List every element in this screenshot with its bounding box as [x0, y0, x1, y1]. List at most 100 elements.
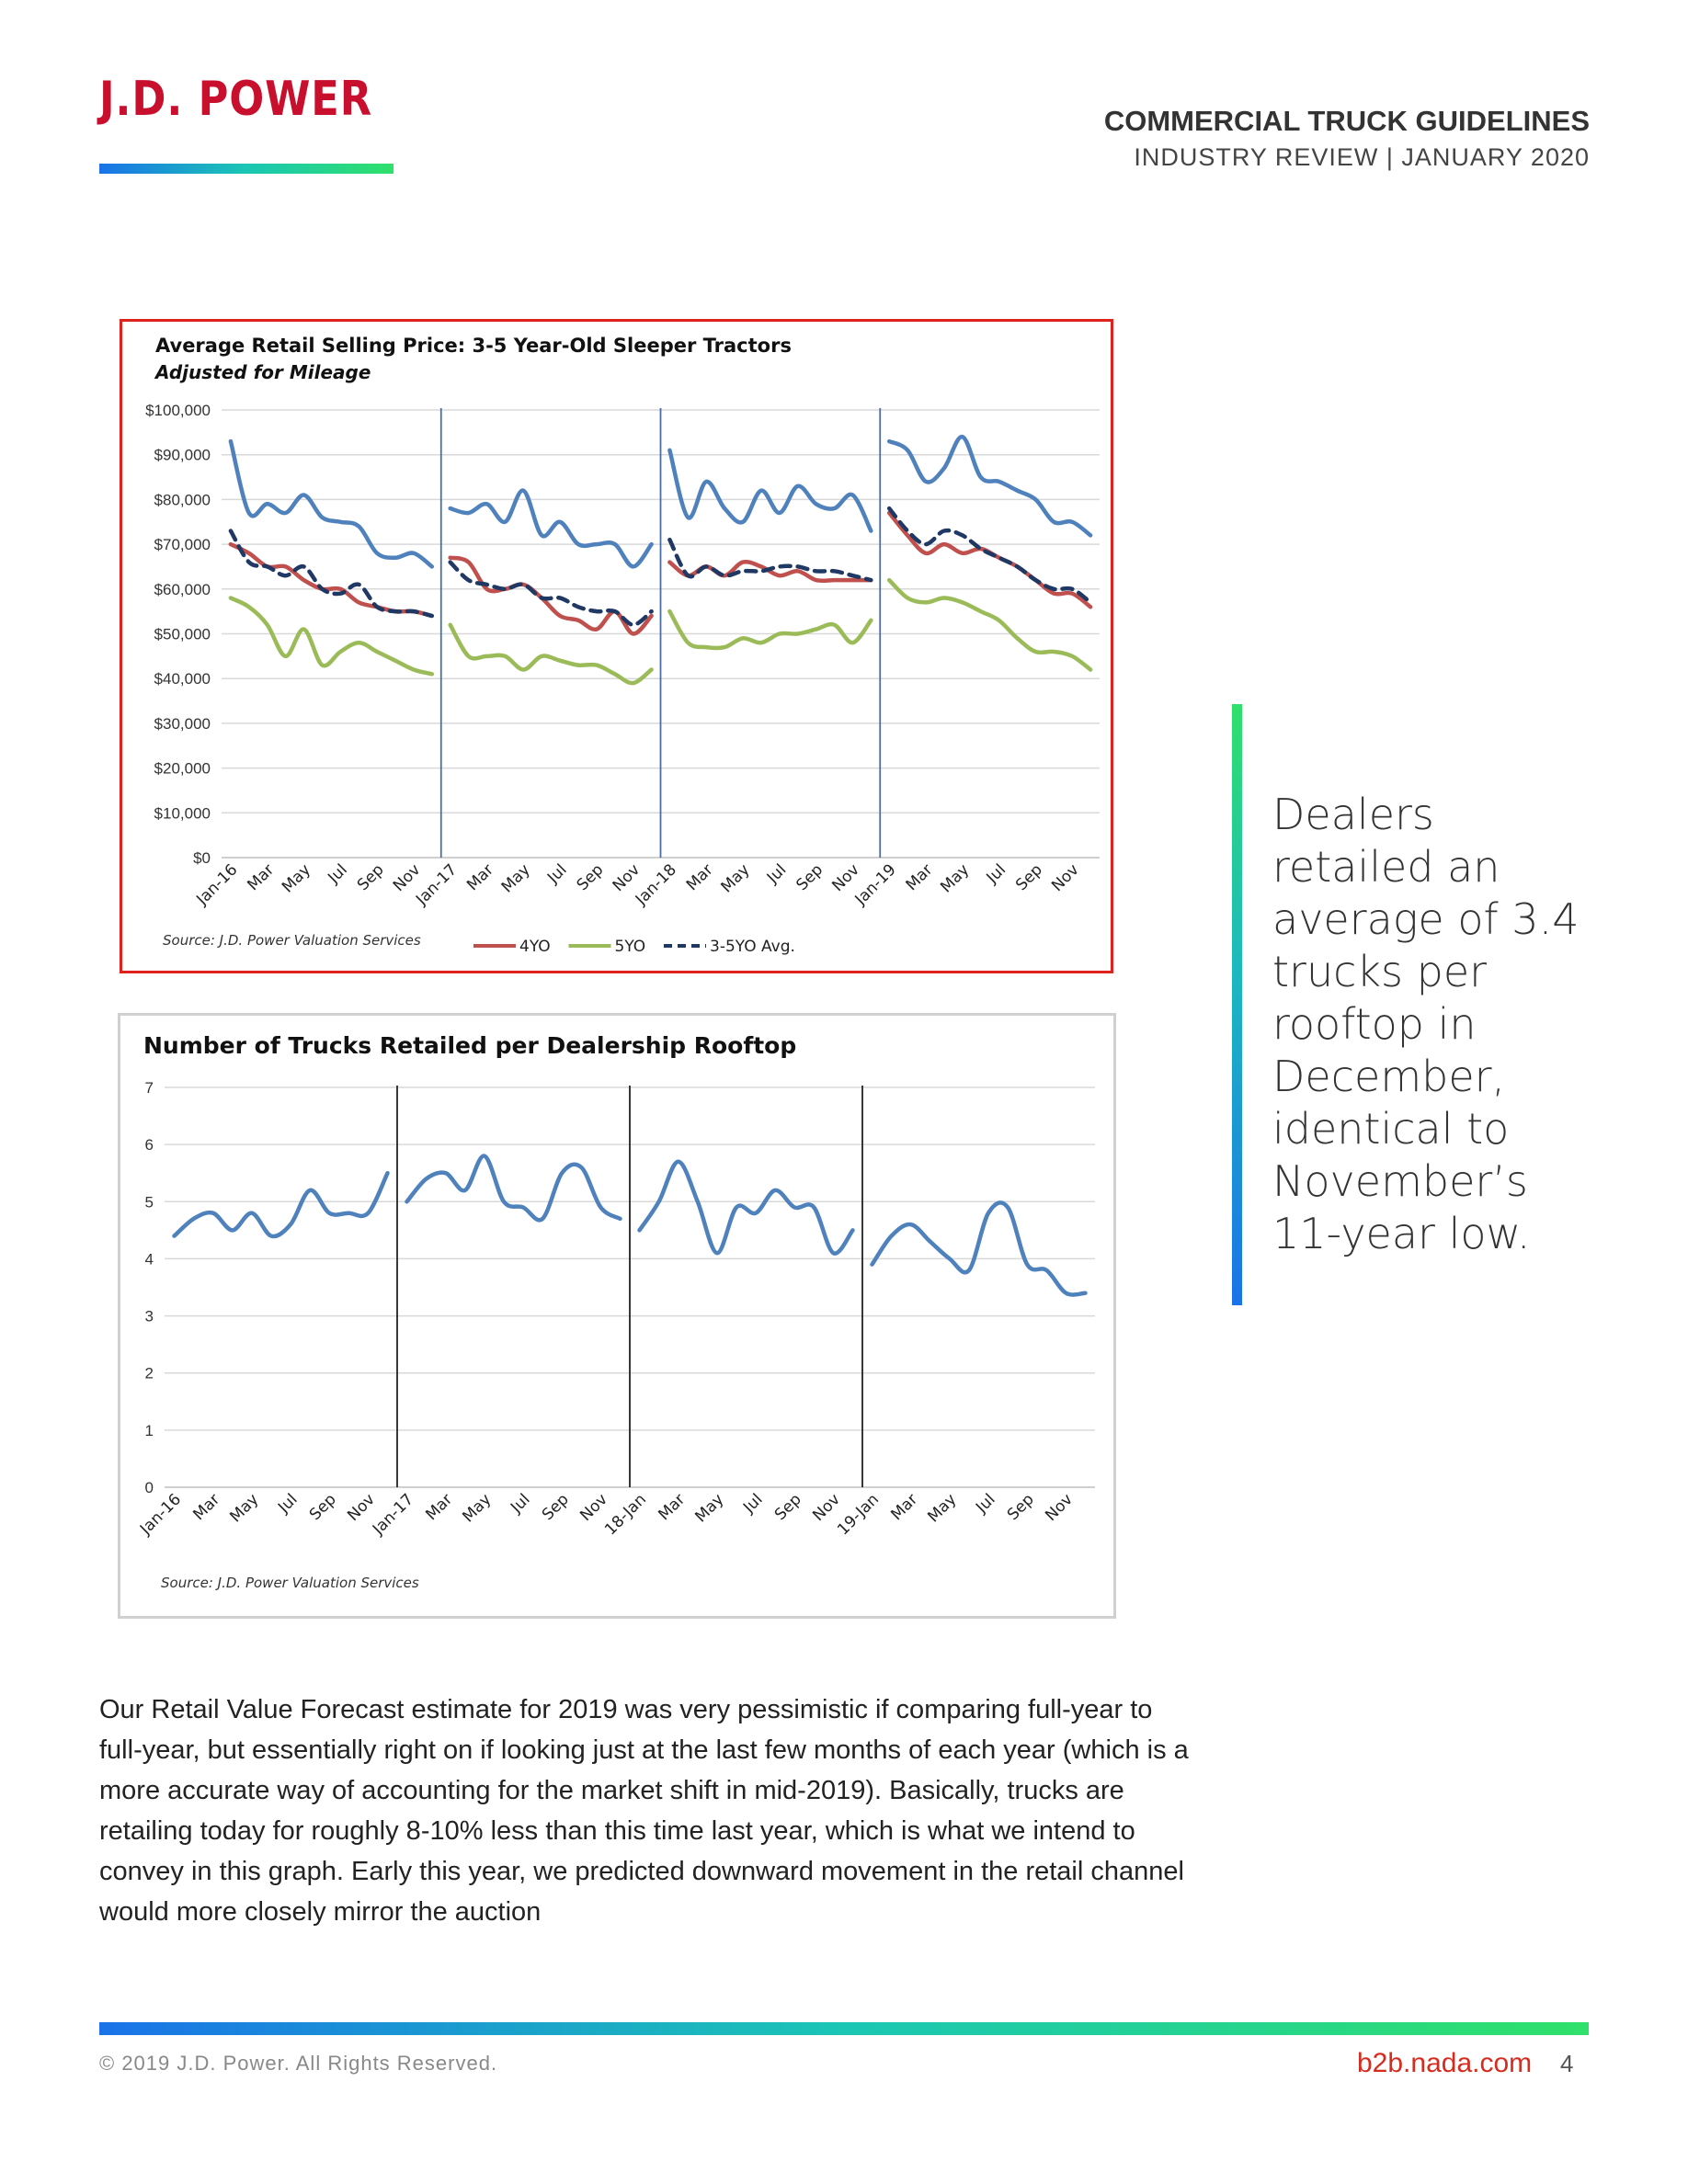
x-tick-label: Sep — [574, 860, 608, 894]
x-tick-label: Mar — [655, 1490, 689, 1524]
x-tick-label: May — [459, 1490, 495, 1526]
y-tick-label: $0 — [193, 849, 211, 867]
trucks-chart-svg: Number of Trucks Retailed per Dealership… — [136, 1032, 1095, 1591]
x-tick-label: May — [718, 860, 754, 896]
series-line-total-4 — [886, 434, 1093, 538]
x-tick-label: Jul — [763, 860, 790, 887]
y-tick-label: $70,000 — [154, 536, 211, 553]
x-tick-label: May — [498, 860, 534, 896]
series-line-4yo-2 — [448, 555, 654, 636]
series-line-total-1 — [172, 1170, 390, 1239]
y-tick-label: 1 — [145, 1422, 154, 1439]
series-line-total-2 — [405, 1154, 622, 1223]
x-tick-label: 18-Jan — [601, 1490, 650, 1539]
y-tick-label: 7 — [145, 1079, 154, 1097]
x-tick-label: Nov — [1048, 860, 1083, 895]
y-tick-label: 3 — [145, 1308, 154, 1325]
x-tick-label: Jan-19 — [851, 860, 900, 909]
series-line-5yo-2 — [448, 622, 654, 686]
series-line-5yo-3 — [667, 609, 873, 651]
y-tick-label: $100,000 — [145, 402, 211, 419]
x-tick-label: May — [226, 1490, 262, 1526]
x-tick-label: May — [937, 860, 973, 896]
x-tick-label: Jul — [507, 1490, 533, 1517]
chart-title: Average Retail Selling Price: 3-5 Year-O… — [155, 335, 792, 357]
legend-label: 3-5YO Avg. — [710, 938, 795, 956]
x-tick-label: Sep — [1012, 860, 1046, 894]
body-paragraph: Our Retail Value Forecast estimate for 2… — [99, 1695, 1189, 1927]
x-tick-label: Jul — [325, 860, 351, 887]
x-tick-label: Jan-16 — [192, 860, 241, 909]
y-tick-label: $20,000 — [154, 760, 211, 778]
y-tick-label: $30,000 — [154, 715, 211, 733]
x-tick-label: Jan-16 — [136, 1490, 185, 1539]
page-number: 4 — [1560, 2050, 1574, 2077]
x-tick-label: Mar — [244, 860, 278, 894]
x-tick-label: May — [691, 1490, 727, 1526]
series-line-total-3 — [637, 1159, 855, 1256]
series-line-3-5yo-avg--1 — [228, 529, 435, 619]
y-tick-label: 5 — [145, 1193, 154, 1211]
x-tick-label: Sep — [1004, 1490, 1038, 1524]
y-tick-label: 4 — [145, 1250, 154, 1268]
series-line-total-4 — [870, 1200, 1088, 1297]
price-chart-svg: Average Retail Selling Price: 3-5 Year-O… — [145, 335, 1100, 956]
legend-label: 4YO — [519, 938, 551, 956]
x-tick-label: Jul — [972, 1490, 998, 1517]
x-tick-label: Sep — [793, 860, 827, 894]
chart-source: Source: J.D. Power Valuation Services — [161, 1575, 419, 1591]
legend-label: 5YO — [615, 938, 646, 956]
y-tick-label: $80,000 — [154, 491, 211, 508]
x-tick-label: Mar — [683, 860, 717, 894]
price-chart: Average Retail Selling Price: 3-5 Year-O… — [120, 319, 1113, 973]
footer-accent-bar — [99, 2022, 1589, 2035]
x-tick-label: Nov — [809, 1490, 844, 1525]
x-tick-label: Mar — [463, 860, 497, 894]
x-tick-label: Mar — [422, 1490, 456, 1524]
series-line-3-5yo-avg--3 — [667, 537, 873, 583]
report-title: COMMERCIAL TRUCK GUIDELINES — [1103, 105, 1590, 137]
x-tick-label: Mar — [887, 1490, 921, 1524]
series-line-5yo-1 — [228, 596, 435, 677]
x-tick-label: May — [279, 860, 314, 896]
x-tick-label: Jul — [983, 860, 1009, 887]
x-tick-label: Sep — [306, 1490, 340, 1524]
y-tick-label: $10,000 — [154, 804, 211, 822]
x-tick-label: Jan-17 — [412, 860, 461, 909]
jd-power-logo: J.D. POWER — [99, 72, 373, 127]
x-tick-label: Nov — [344, 1490, 379, 1525]
copyright: © 2019 J.D. Power. All Rights Reserved. — [99, 2052, 498, 2075]
site-link[interactable]: b2b.nada.com — [1357, 2048, 1533, 2078]
x-tick-label: May — [924, 1490, 960, 1526]
trucks-per-rooftop-chart: Number of Trucks Retailed per Dealership… — [118, 1013, 1116, 1619]
series-line-total-1 — [228, 438, 435, 569]
logo-accent-bar — [99, 164, 393, 174]
x-tick-label: Jan-17 — [369, 1490, 417, 1539]
chart-source: Source: J.D. Power Valuation Services — [163, 932, 421, 949]
x-tick-label: Jul — [543, 860, 570, 887]
callout-accent-bar — [1232, 704, 1242, 1305]
y-tick-label: $50,000 — [154, 626, 211, 643]
x-tick-label: Nov — [1042, 1490, 1077, 1525]
chart-subtitle: Adjusted for Mileage — [154, 361, 371, 383]
series-line-5yo-4 — [886, 577, 1093, 672]
x-tick-label: Jul — [739, 1490, 766, 1517]
y-tick-label: 6 — [145, 1136, 154, 1154]
callout-text: Dealers retailed an average of 3.4 truck… — [1272, 790, 1580, 1258]
x-tick-label: Sep — [539, 1490, 573, 1524]
series-line-3-5yo-avg--4 — [886, 506, 1093, 605]
x-tick-label: Jul — [274, 1490, 301, 1517]
x-tick-label: Sep — [771, 1490, 805, 1524]
y-tick-label: 2 — [145, 1365, 154, 1382]
chart-title: Number of Trucks Retailed per Dealership… — [143, 1032, 796, 1059]
series-line-total-3 — [667, 448, 873, 533]
y-tick-label: 0 — [145, 1479, 154, 1496]
x-tick-label: 19-Jan — [834, 1490, 883, 1539]
series-line-total-2 — [448, 488, 654, 569]
y-tick-label: $60,000 — [154, 581, 211, 598]
x-tick-label: Sep — [354, 860, 388, 894]
y-tick-label: $90,000 — [154, 447, 211, 464]
y-tick-label: $40,000 — [154, 670, 211, 688]
x-tick-label: Jan-18 — [632, 860, 680, 909]
series-line-4yo-4 — [886, 510, 1093, 609]
